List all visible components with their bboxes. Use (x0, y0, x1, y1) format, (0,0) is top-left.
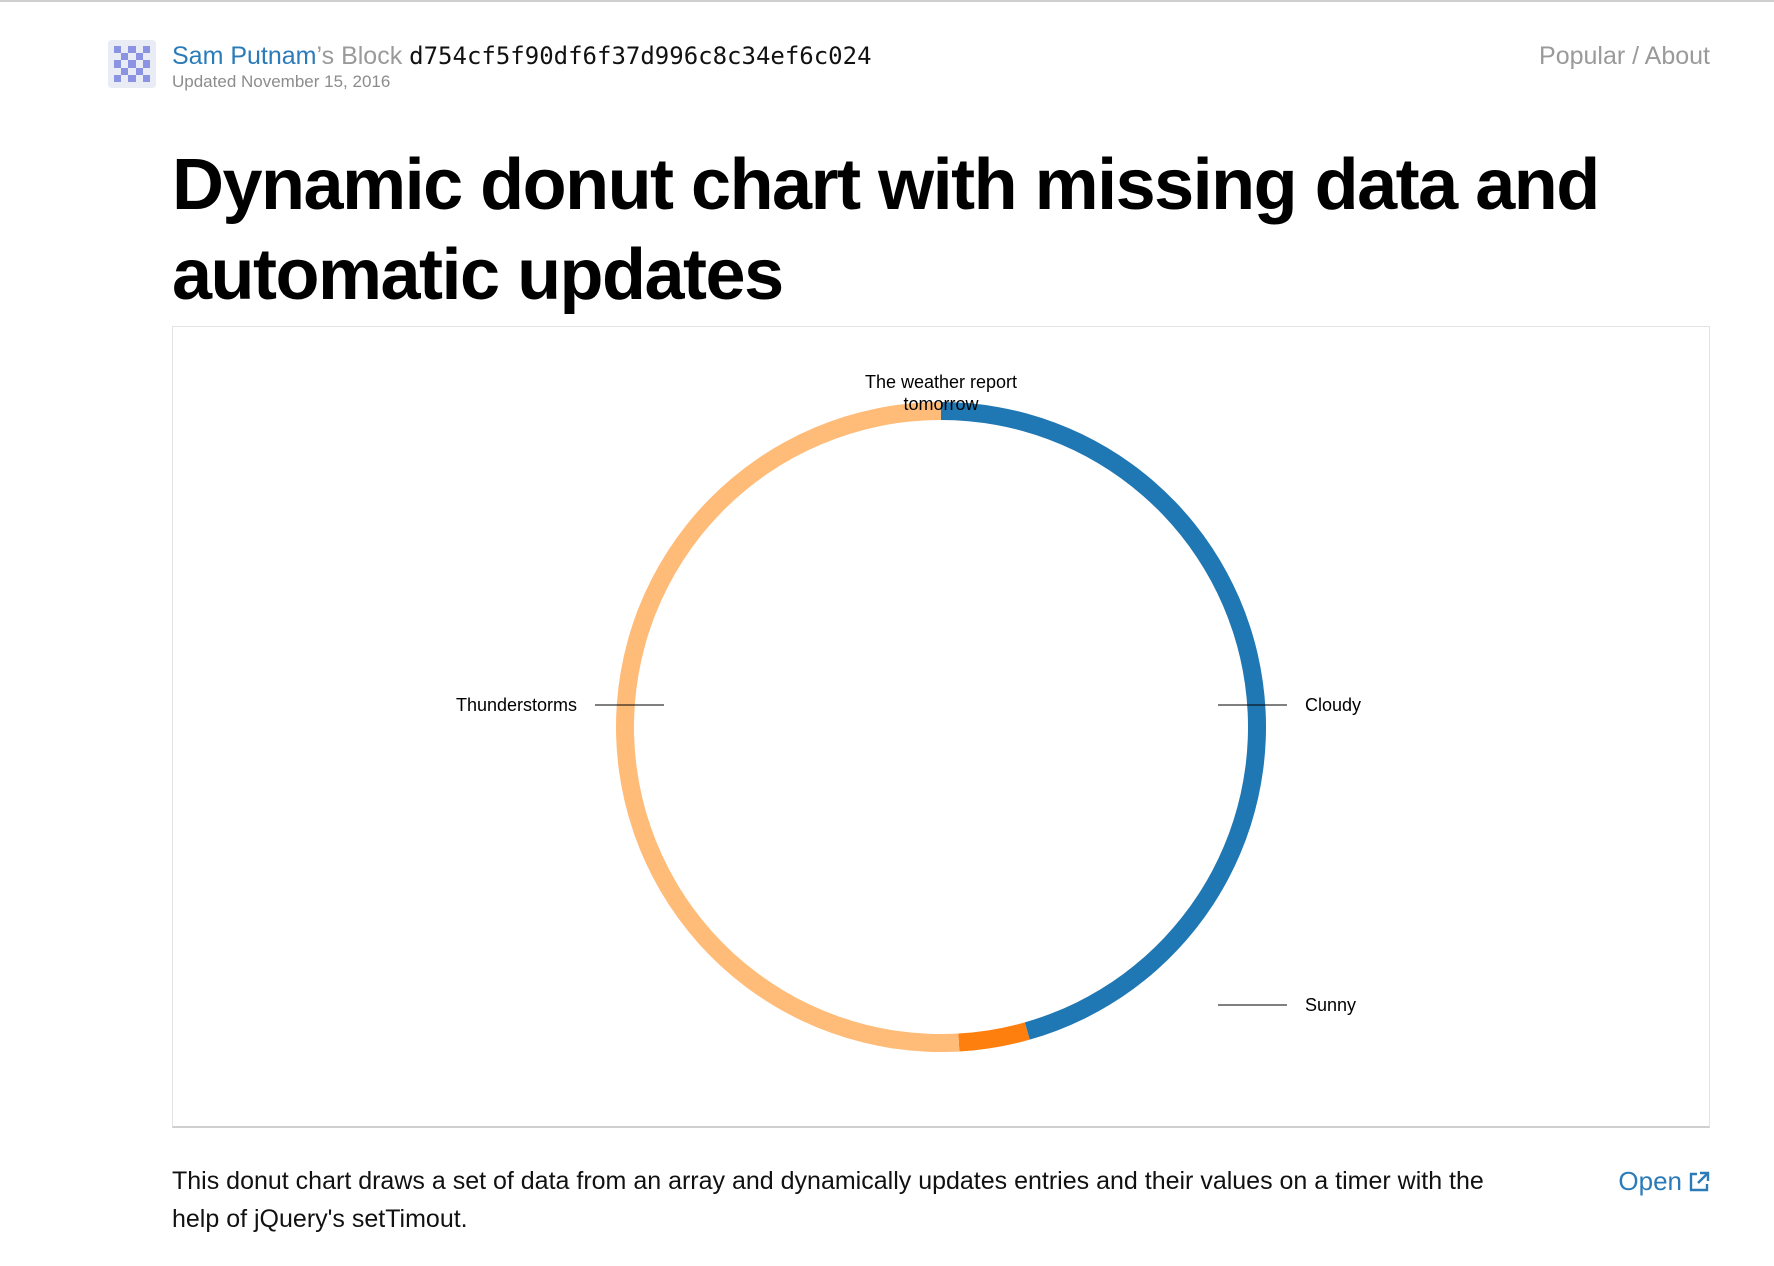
updated-date: Updated November 15, 2016 (172, 72, 391, 91)
label-leader-lines (595, 704, 1287, 1006)
chart-title-line-1: The weather report (865, 372, 1017, 392)
top-nav: Popular / About (1539, 40, 1710, 72)
gist-id: d754cf5f90df6f37d996c8c34ef6c024 (409, 42, 872, 70)
block-header: Sam Putnam’s Block d754cf5f90df6f37d996c… (108, 38, 1710, 98)
block-byline: Sam Putnam’s Block d754cf5f90df6f37d996c… (172, 40, 872, 72)
author-avatar[interactable] (108, 40, 156, 88)
identicon-icon (108, 40, 156, 88)
donut-slice-thunderstorms (615, 402, 960, 1052)
donut-chart: Cloudy Sunny Thunderstorms The weather rep… (456, 372, 1361, 1052)
open-label: Open (1618, 1166, 1682, 1196)
slice-label-sunny: Sunny (1305, 995, 1356, 1015)
nav-about-link[interactable]: About (1644, 42, 1710, 70)
top-border (0, 0, 1774, 2)
slice-labels: Cloudy Sunny Thunderstorms (456, 695, 1361, 1015)
external-link-icon (1689, 1171, 1710, 1192)
block-suffix: ’s Block (316, 42, 403, 70)
author-link[interactable]: Sam Putnam (172, 42, 317, 70)
open-link[interactable]: Open (1618, 1164, 1710, 1198)
donut-slice-cloudy (941, 402, 1266, 1040)
slice-label-thunderstorms: Thunderstorms (456, 695, 577, 715)
donut-slice-sunny (958, 1022, 1030, 1052)
nav-popular-link[interactable]: Popular (1539, 42, 1626, 70)
donut-arcs (615, 402, 1266, 1052)
chart-title-line-2: tomorrow (903, 394, 979, 414)
slice-label-cloudy: Cloudy (1305, 695, 1361, 715)
nav-separator: / (1625, 42, 1645, 70)
block-description: This donut chart draws a set of data fro… (172, 1167, 1484, 1233)
example-iframe[interactable]: Cloudy Sunny Thunderstorms The weather rep… (172, 326, 1710, 1128)
page-title: Dynamic donut chart with missing data an… (172, 145, 1600, 315)
